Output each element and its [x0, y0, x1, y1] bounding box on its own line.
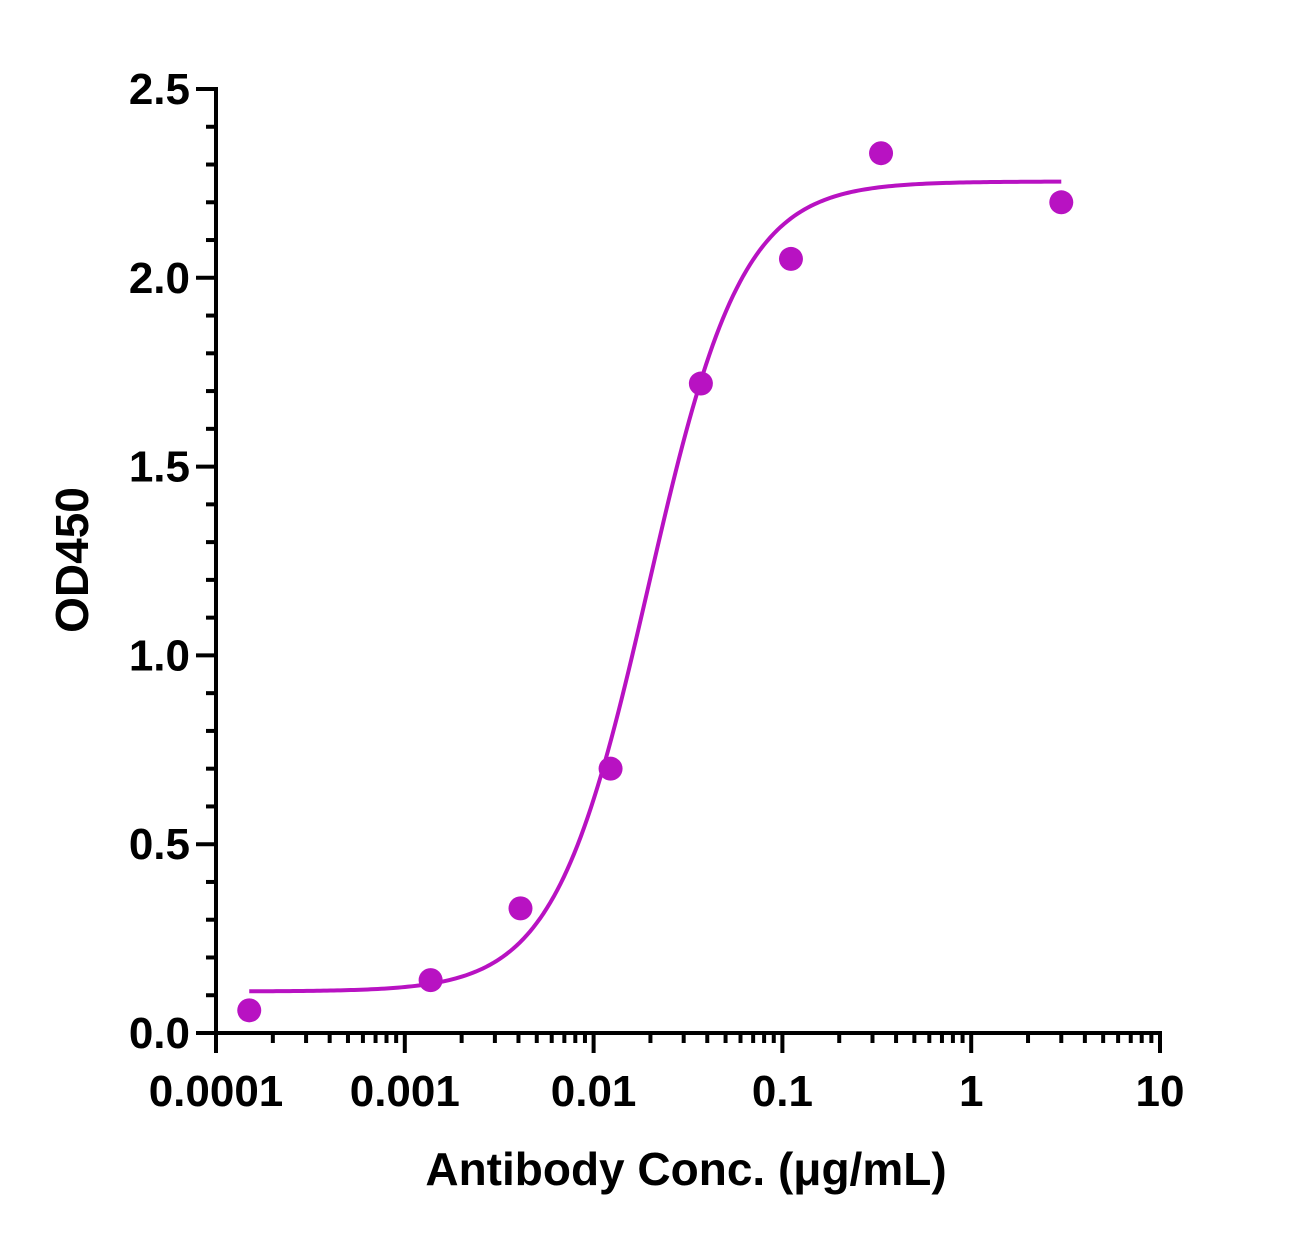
x-tick-label: 0.1: [752, 1067, 813, 1116]
y-tick-label: 1.0: [129, 631, 190, 680]
x-axis-ticks: [214, 1033, 1162, 1053]
data-point: [598, 756, 623, 781]
x-tick-label: 0.0001: [149, 1067, 284, 1116]
y-tick-label: 2.5: [129, 65, 190, 114]
data-point: [1049, 190, 1074, 215]
y-axis-ticks: [196, 87, 216, 1035]
data-point: [508, 896, 533, 921]
fit-curve: [249, 179, 1062, 994]
y-axis-tick-labels: 0.0 0.5 1.0 1.5 2.0 2.5: [129, 65, 190, 1058]
data-point: [418, 968, 443, 993]
y-axis-label: OD450: [46, 487, 98, 633]
x-tick-label: 0.001: [350, 1067, 460, 1116]
y-tick-label: 0.5: [129, 820, 190, 869]
y-tick-label: 2.0: [129, 254, 190, 303]
data-point: [778, 246, 803, 271]
x-axis-tick-labels: 0.0001 0.001 0.01 0.1 1 10: [149, 1067, 1185, 1116]
data-point: [237, 998, 262, 1023]
data-points: [237, 141, 1074, 1023]
x-tick-label: 1: [959, 1067, 983, 1116]
data-point: [688, 371, 713, 396]
y-tick-label: 0.0: [129, 1009, 190, 1058]
x-tick-label: 10: [1136, 1067, 1185, 1116]
x-tick-label: 0.01: [551, 1067, 637, 1116]
y-tick-label: 1.5: [129, 443, 190, 492]
data-point: [869, 141, 894, 166]
x-axis-label: Antibody Conc. (μg/mL): [425, 1143, 946, 1195]
